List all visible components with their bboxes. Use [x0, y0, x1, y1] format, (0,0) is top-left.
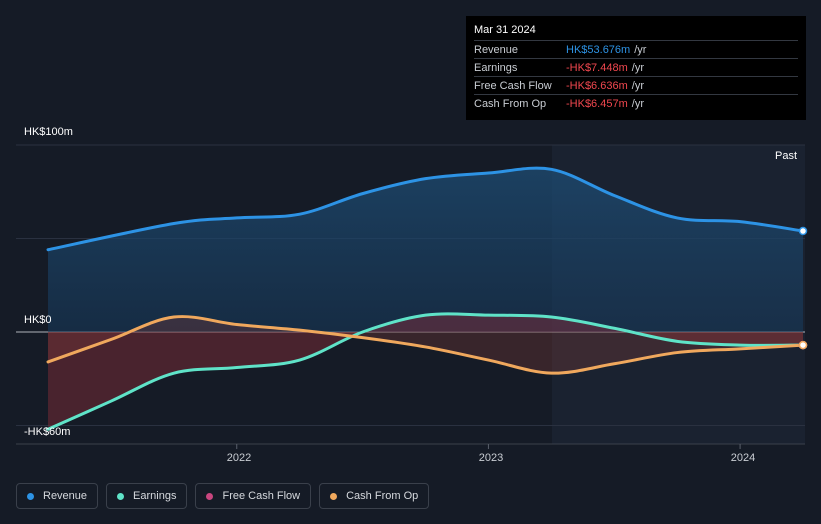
past-label: Past — [774, 150, 797, 162]
tooltip: Mar 31 2024 Revenue HK$53.676m /yr Earni… — [466, 16, 806, 120]
legend-label: Revenue — [43, 490, 88, 502]
tooltip-unit: /yr — [631, 79, 644, 92]
legend-item-free-cash-flow[interactable]: Free Cash Flow — [195, 483, 312, 509]
tooltip-unit: /yr — [631, 97, 644, 110]
tooltip-value: -HK$7.448m — [566, 61, 628, 74]
tooltip-row-earnings: Earnings -HK$7.448m /yr — [474, 58, 798, 76]
cash-from-op-line — [46, 315, 805, 375]
legend: Revenue Earnings Free Cash Flow Cash Fro… — [16, 483, 430, 509]
tooltip-value: -HK$6.457m — [566, 97, 628, 110]
earnings-area — [48, 313, 803, 430]
legend-label: Cash From Op — [346, 490, 419, 502]
legend-label: Free Cash Flow — [222, 490, 301, 502]
legend-dot-icon — [330, 492, 338, 500]
tooltip-label: Revenue — [474, 43, 519, 56]
x-tick-2024: 2024 — [730, 452, 756, 464]
tooltip-date: Mar 31 2024 — [474, 24, 536, 36]
tooltip-value: -HK$6.636m — [566, 79, 628, 92]
cash-from-op-end-point — [798, 340, 808, 350]
tooltip-row-cash-from-op: Cash From Op -HK$6.457m /yr — [474, 94, 798, 112]
y-tick-zero: HK$0 — [24, 314, 52, 326]
legend-dot-icon — [117, 492, 125, 500]
revenue-end-point — [798, 226, 808, 236]
earnings-line — [46, 312, 805, 431]
tooltip-value: HK$53.676m — [566, 43, 631, 56]
revenue-line — [46, 166, 805, 252]
cash-from-op-area — [48, 316, 803, 374]
tooltip-row-revenue: Revenue HK$53.676m /yr — [474, 40, 798, 58]
legend-item-earnings[interactable]: Earnings — [106, 483, 188, 509]
tooltip-unit: /yr — [634, 43, 647, 56]
tooltip-label: Cash From Op — [474, 97, 547, 110]
y-tick-bottom: -HK$60m — [24, 426, 71, 438]
y-tick-top: HK$100m — [24, 126, 73, 138]
x-tick-2022: 2022 — [226, 452, 252, 464]
tooltip-row-free-cash-flow: Free Cash Flow -HK$6.636m /yr — [474, 76, 798, 94]
revenue-area — [48, 168, 803, 332]
x-tick-2023: 2023 — [478, 452, 504, 464]
tooltip-label: Free Cash Flow — [474, 79, 552, 92]
legend-item-cash-from-op[interactable]: Cash From Op — [319, 483, 430, 509]
legend-dot-icon — [27, 492, 34, 500]
tooltip-unit: /yr — [631, 61, 644, 74]
tooltip-label: Earnings — [474, 61, 518, 74]
legend-item-revenue[interactable]: Revenue — [16, 483, 99, 509]
legend-dot-icon — [206, 492, 214, 500]
legend-label: Earnings — [133, 490, 177, 502]
